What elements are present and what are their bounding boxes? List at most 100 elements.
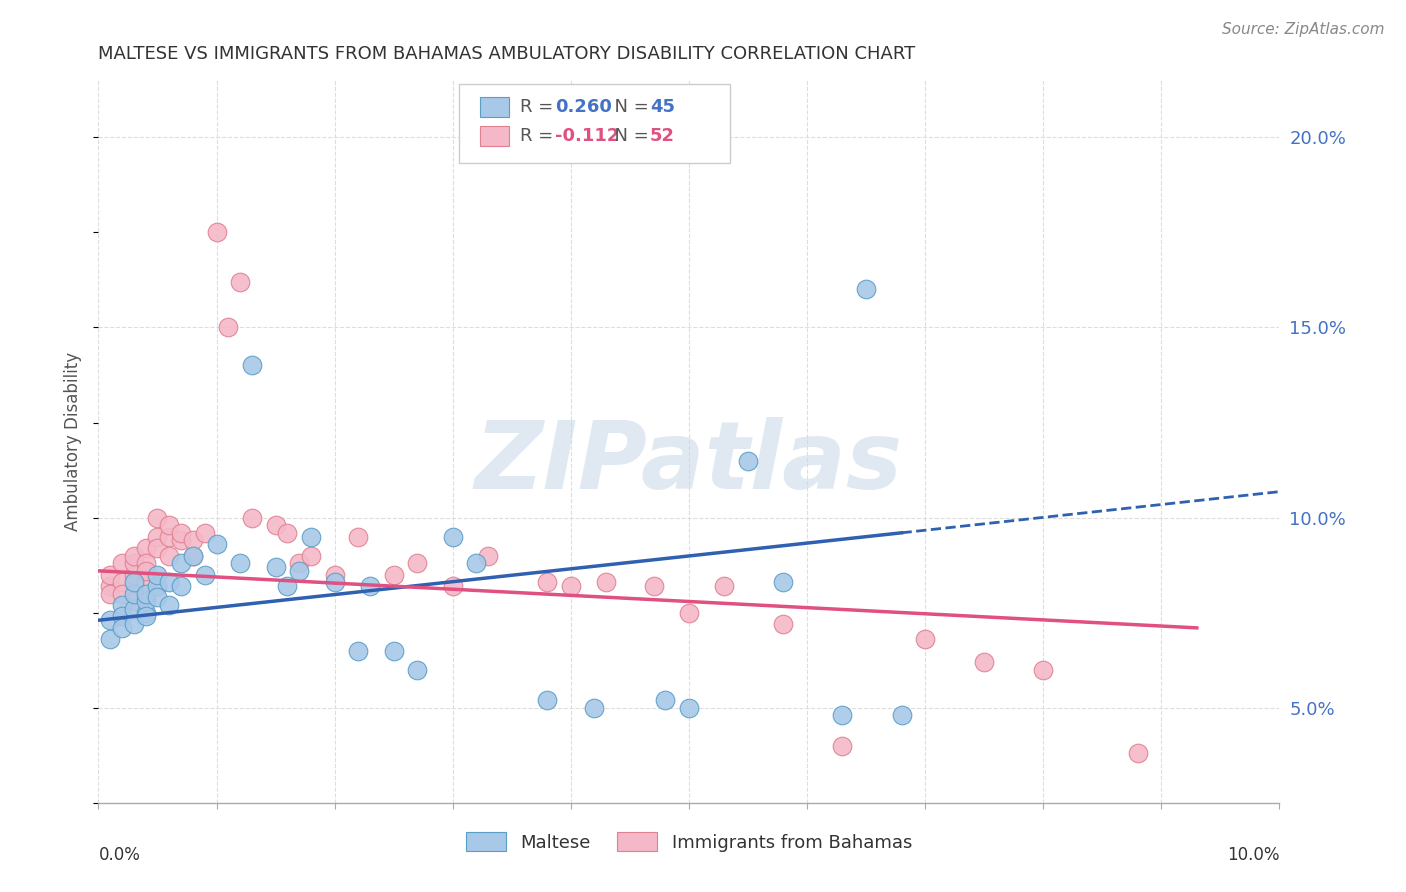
Point <box>299 530 322 544</box>
Point <box>299 549 322 563</box>
Point <box>560 579 582 593</box>
Point <box>406 663 429 677</box>
Point <box>181 549 204 563</box>
Text: 52: 52 <box>650 127 675 145</box>
Point <box>135 587 157 601</box>
Point <box>678 700 700 714</box>
Point <box>146 510 169 524</box>
Point <box>323 567 346 582</box>
Point <box>1185 807 1208 822</box>
Point <box>111 587 134 601</box>
Point <box>678 606 700 620</box>
Point <box>111 609 134 624</box>
Point <box>146 541 169 555</box>
Text: -0.112: -0.112 <box>555 127 620 145</box>
Point <box>643 579 665 593</box>
Text: R =: R = <box>520 127 560 145</box>
Point <box>229 556 252 570</box>
Point <box>157 598 180 612</box>
Point <box>382 643 405 657</box>
Text: N =: N = <box>603 127 654 145</box>
Point <box>914 632 936 647</box>
Point <box>595 575 617 590</box>
Point <box>122 587 145 601</box>
Point <box>713 579 735 593</box>
Point <box>170 533 193 548</box>
Point <box>111 621 134 635</box>
Point <box>111 598 134 612</box>
Point <box>135 606 157 620</box>
Point <box>157 549 180 563</box>
Point <box>122 567 145 582</box>
Point <box>157 518 180 533</box>
Point <box>217 320 239 334</box>
Text: 0.260: 0.260 <box>555 98 613 116</box>
Point <box>973 655 995 669</box>
Text: N =: N = <box>603 98 654 116</box>
Point <box>831 739 853 753</box>
Point <box>347 643 370 657</box>
Point <box>98 632 121 647</box>
Point <box>146 567 169 582</box>
Point <box>170 525 193 540</box>
Point <box>111 575 134 590</box>
Point <box>135 609 157 624</box>
Point <box>855 282 877 296</box>
Point <box>146 530 169 544</box>
Point <box>122 602 145 616</box>
Point <box>157 575 180 590</box>
Point <box>359 579 381 593</box>
Point <box>135 541 157 555</box>
Point <box>181 533 204 548</box>
Point <box>122 556 145 570</box>
Point <box>98 613 121 627</box>
Text: R =: R = <box>520 98 560 116</box>
Point <box>831 708 853 723</box>
Point <box>135 564 157 578</box>
Point <box>737 453 759 467</box>
Point <box>146 579 169 593</box>
Text: 45: 45 <box>650 98 675 116</box>
Point <box>583 700 606 714</box>
Point <box>135 556 157 570</box>
FancyBboxPatch shape <box>479 97 509 117</box>
Point <box>98 587 121 601</box>
Point <box>157 530 180 544</box>
Text: 10.0%: 10.0% <box>1227 847 1279 864</box>
Point <box>240 510 263 524</box>
Point <box>1126 747 1149 761</box>
Point <box>135 575 157 590</box>
Point <box>122 617 145 632</box>
Point <box>536 693 558 707</box>
Point <box>1032 663 1054 677</box>
Point <box>205 226 228 240</box>
Point <box>264 518 287 533</box>
Point <box>170 556 193 570</box>
Point <box>441 579 464 593</box>
Point <box>122 549 145 563</box>
Point <box>382 567 405 582</box>
Point <box>406 556 429 570</box>
Point <box>146 591 169 605</box>
Point <box>654 693 676 707</box>
Point <box>98 567 121 582</box>
Text: Source: ZipAtlas.com: Source: ZipAtlas.com <box>1222 22 1385 37</box>
FancyBboxPatch shape <box>479 126 509 146</box>
Point <box>240 359 263 373</box>
Point <box>122 594 145 608</box>
Point <box>98 579 121 593</box>
Point <box>194 525 217 540</box>
Point <box>229 275 252 289</box>
Text: MALTESE VS IMMIGRANTS FROM BAHAMAS AMBULATORY DISABILITY CORRELATION CHART: MALTESE VS IMMIGRANTS FROM BAHAMAS AMBUL… <box>98 45 915 63</box>
Point <box>772 575 794 590</box>
Point <box>536 575 558 590</box>
Point <box>205 537 228 551</box>
FancyBboxPatch shape <box>458 84 730 163</box>
Point <box>276 579 298 593</box>
Point <box>135 594 157 608</box>
Text: ZIPatlas: ZIPatlas <box>475 417 903 509</box>
Text: 0.0%: 0.0% <box>98 847 141 864</box>
Point <box>181 549 204 563</box>
Point <box>288 564 311 578</box>
Point <box>194 567 217 582</box>
